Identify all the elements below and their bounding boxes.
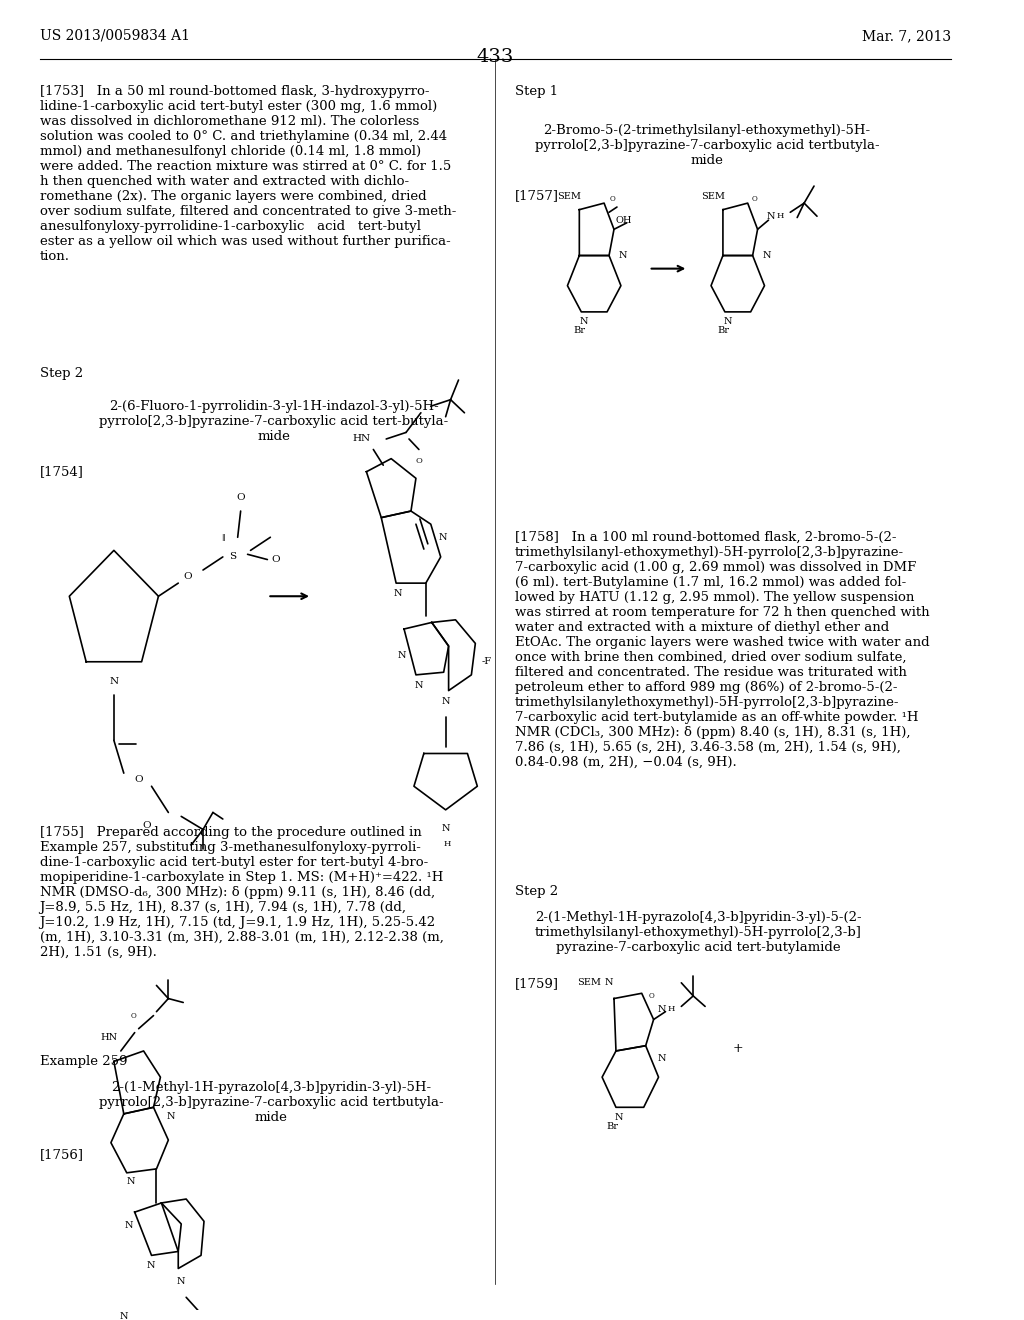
Text: O: O — [416, 457, 422, 465]
Text: [1756]: [1756] — [40, 1148, 84, 1160]
Text: N: N — [605, 978, 613, 987]
Text: N: N — [166, 1111, 174, 1121]
Text: [1759]: [1759] — [515, 978, 559, 990]
Text: O: O — [134, 775, 143, 784]
Text: N: N — [127, 1177, 135, 1187]
Text: [1755]   Prepared according to the procedure outlined in
Example 257, substituti: [1755] Prepared according to the procedu… — [40, 825, 443, 958]
Text: N: N — [397, 651, 407, 660]
Text: 2-(1-Methyl-1H-pyrazolo[4,3-b]pyridin-3-yl)-5H-
pyrrolo[2,3-b]pyrazine-7-carboxy: 2-(1-Methyl-1H-pyrazolo[4,3-b]pyridin-3-… — [99, 1081, 443, 1125]
Text: [1754]: [1754] — [40, 465, 84, 478]
Text: HN: HN — [352, 434, 371, 444]
Text: HN: HN — [100, 1034, 118, 1043]
Text: N: N — [438, 533, 446, 541]
Text: N: N — [441, 697, 450, 706]
Text: [1758]   In a 100 ml round-bottomed flask, 2-bromo-5-(2-
trimethylsilanyl-ethoxy: [1758] In a 100 ml round-bottomed flask,… — [515, 531, 930, 768]
Text: US 2013/0059834 A1: US 2013/0059834 A1 — [40, 29, 189, 42]
Text: N: N — [618, 251, 627, 260]
Text: N: N — [657, 1005, 666, 1014]
Text: H: H — [776, 213, 784, 220]
Text: N: N — [762, 251, 771, 260]
Text: 2-(6-Fluoro-1-pyrrolidin-3-yl-1H-indazol-3-yl)-5H-
pyrrolo[2,3-b]pyrazine-7-carb: 2-(6-Fluoro-1-pyrrolidin-3-yl-1H-indazol… — [99, 400, 449, 442]
Text: Mar. 7, 2013: Mar. 7, 2013 — [861, 29, 950, 42]
Text: OH: OH — [615, 215, 632, 224]
Text: Step 2: Step 2 — [515, 884, 558, 898]
Text: O: O — [271, 554, 280, 564]
Text: N: N — [110, 677, 119, 686]
Text: SEM: SEM — [578, 978, 601, 987]
Text: Br: Br — [573, 326, 586, 335]
Text: N: N — [580, 317, 589, 326]
Text: O: O — [131, 1011, 136, 1019]
Text: Step 1: Step 1 — [515, 86, 558, 98]
Text: +: + — [732, 1041, 743, 1055]
Text: Br: Br — [717, 326, 729, 335]
Text: SEM: SEM — [701, 193, 725, 201]
Text: Example 259: Example 259 — [40, 1055, 127, 1068]
Text: H: H — [444, 840, 452, 847]
Text: N: N — [415, 681, 423, 690]
Text: S: S — [229, 553, 237, 561]
Text: 2-Bromo-5-(2-trimethylsilanyl-ethoxymethyl)-5H-
pyrrolo[2,3-b]pyrazine-7-carboxy: 2-Bromo-5-(2-trimethylsilanyl-ethoxymeth… — [535, 124, 880, 168]
Text: ||: || — [221, 533, 225, 541]
Text: O: O — [237, 494, 245, 503]
Text: N: N — [614, 1113, 624, 1122]
Text: N: N — [120, 1312, 128, 1320]
Text: O: O — [142, 821, 151, 830]
Text: Step 2: Step 2 — [40, 367, 83, 380]
Text: O: O — [752, 195, 758, 203]
Text: N: N — [766, 211, 775, 220]
Text: H: H — [668, 1005, 675, 1012]
Text: O: O — [184, 572, 193, 581]
Text: N: N — [441, 824, 450, 833]
Text: -F: -F — [481, 657, 492, 667]
Text: [1753]   In a 50 ml round-bottomed flask, 3-hydroxypyrro-
lidine-1-carboxylic ac: [1753] In a 50 ml round-bottomed flask, … — [40, 86, 456, 263]
Text: N: N — [177, 1276, 185, 1286]
Text: 2-(1-Methyl-1H-pyrazolo[4,3-b]pyridin-3-yl)-5-(2-
trimethylsilanyl-ethoxymethyl): 2-(1-Methyl-1H-pyrazolo[4,3-b]pyridin-3-… — [535, 911, 861, 954]
Text: N: N — [657, 1055, 666, 1064]
Text: Br: Br — [606, 1122, 618, 1131]
Text: N: N — [125, 1221, 133, 1230]
Text: N: N — [724, 317, 732, 326]
Text: O: O — [609, 195, 614, 203]
Text: SEM: SEM — [557, 193, 582, 201]
Text: [1757]: [1757] — [515, 189, 559, 202]
Text: N: N — [394, 589, 402, 598]
Text: N: N — [146, 1262, 155, 1270]
Text: 433: 433 — [476, 49, 514, 66]
Text: O: O — [649, 991, 654, 1001]
